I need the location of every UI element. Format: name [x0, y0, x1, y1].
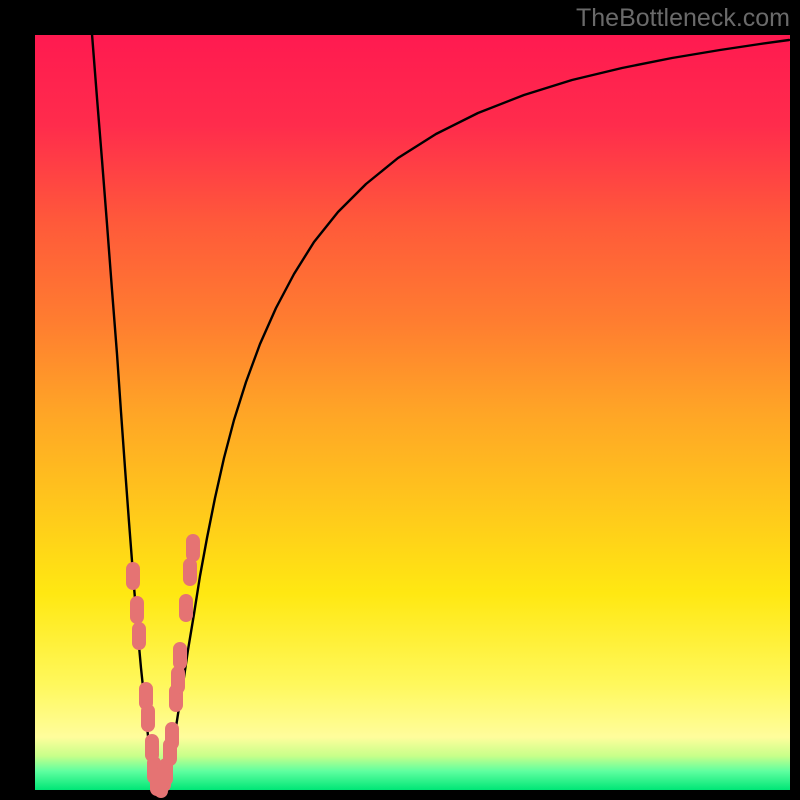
marker-point — [130, 596, 144, 624]
marker-point — [173, 642, 187, 670]
marker-point — [171, 666, 185, 694]
marker-point — [126, 562, 140, 590]
marker-point — [179, 594, 193, 622]
marker-point — [165, 722, 179, 750]
marker-point — [141, 704, 155, 732]
data-markers — [126, 534, 200, 798]
marker-point — [132, 622, 146, 650]
bottleneck-curve — [92, 34, 789, 789]
curve-layer — [0, 0, 800, 800]
chart-container: TheBottleneck.com — [0, 0, 800, 800]
marker-point — [183, 558, 197, 586]
marker-point — [186, 534, 200, 562]
